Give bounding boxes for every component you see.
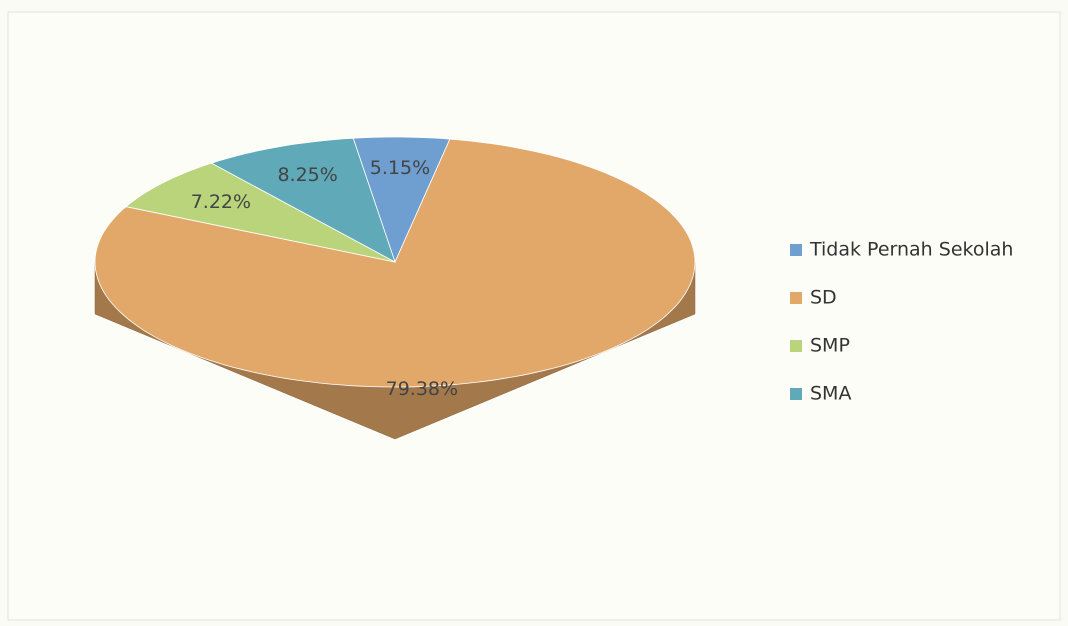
legend-label: Tidak Pernah Sekolah: [809, 239, 1013, 261]
legend-label: SMA: [810, 383, 851, 405]
legend-swatch: [790, 292, 802, 304]
legend-label: SMP: [810, 335, 850, 357]
data-label: 5.15%: [370, 157, 430, 179]
legend-swatch: [790, 340, 802, 352]
legend-swatch: [790, 388, 802, 400]
chart: 5.15% 79.38% 7.22% 8.25% Tidak Pernah Sekola…: [0, 0, 1068, 626]
data-label: 8.25%: [277, 164, 337, 186]
legend-label: SD: [810, 287, 837, 309]
data-label: 79.38%: [386, 378, 458, 400]
data-label: 7.22%: [191, 191, 251, 213]
legend-swatch: [790, 244, 802, 256]
